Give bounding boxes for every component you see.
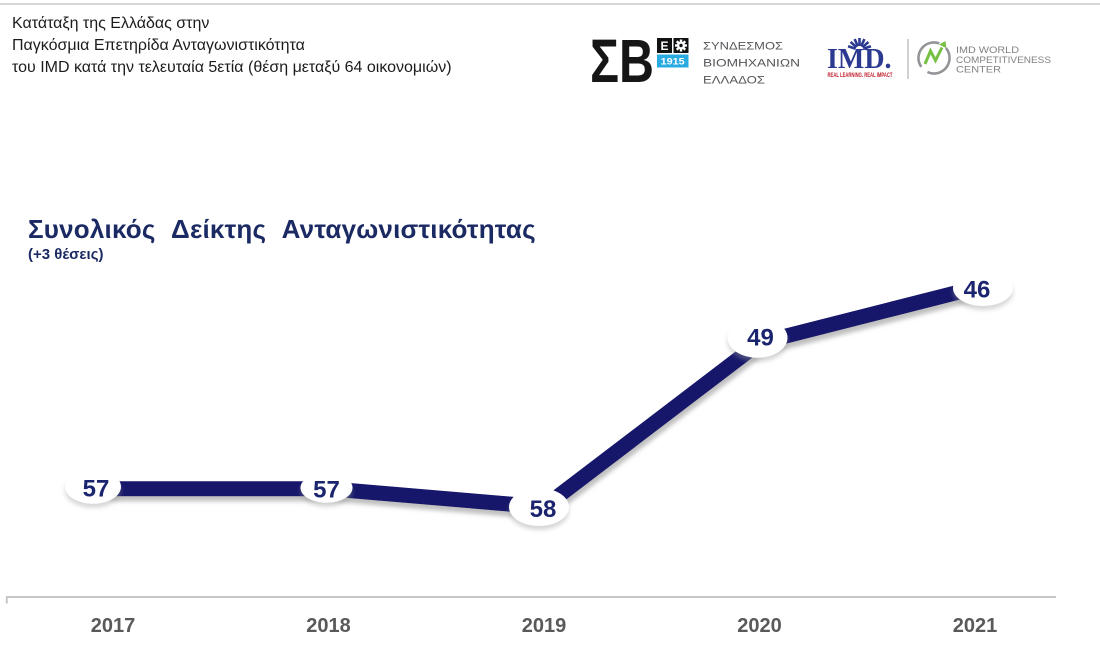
wcc-circle-arc xyxy=(917,41,940,68)
sbe-e-block xyxy=(657,38,672,53)
label-gap xyxy=(727,317,788,358)
label-gap xyxy=(509,488,569,526)
x-tick-label-2020: 2020 xyxy=(737,615,782,637)
x-tick-label-2017: 2017 xyxy=(91,615,136,637)
top-divider xyxy=(0,3,1100,5)
header-line-2: Παγκόσμια Επετηρίδα Ανταγωνιστικότητα xyxy=(12,37,305,54)
header-line-1: Κατάταξη της Ελλάδας στην xyxy=(12,15,210,32)
sbe-name-line-3: ΕΛΛΑΔΟΣ xyxy=(703,75,765,87)
value-labels: 57 57 58 49 46 xyxy=(83,277,991,524)
sbe-name-line-2: ΒΙΟΜΗΧΑΝΙΩΝ xyxy=(703,58,800,70)
sbe-name-line-1: ΣΥΝΔΕΣΜΟΣ xyxy=(703,41,783,53)
x-tick-label-2021: 2021 xyxy=(953,615,998,637)
value-label-2021: 46 xyxy=(964,277,991,304)
label-gap xyxy=(300,472,353,503)
wcc-name-line-2: COMPETITIVENESS xyxy=(956,55,1051,66)
x-tick-label-2019: 2019 xyxy=(522,615,567,637)
label-gap xyxy=(953,270,1013,306)
trend-arrow-icon xyxy=(923,41,947,65)
sbe-monogram: ΣΒ xyxy=(590,27,654,95)
x-tick-labels: 2017 2018 2019 2020 2021 xyxy=(91,615,998,637)
x-tick-label-2018: 2018 xyxy=(306,615,351,637)
competitiveness-trend-chart: 57 57 58 49 46 2017 2018 2019 2020 2021 xyxy=(5,270,1056,637)
fan-icon xyxy=(847,38,872,51)
header-line-3: του IMD κατά την τελευταία 5ετία (θέση μ… xyxy=(12,59,452,76)
label-gaps xyxy=(65,270,1013,526)
imd-tagline: REAL LEARNING. REAL IMPACT xyxy=(828,73,893,79)
trend-line xyxy=(105,280,983,515)
sbe-year-bar xyxy=(657,54,689,68)
sbe-logo: ΣΒ Ε 1915 ΣΥΝΔΕΣΜΟΣ ΒΙΟΜΗΧΑΝΙΩΝ ΕΛΛΑΔΟΣ xyxy=(590,27,800,95)
value-label-2020: 49 xyxy=(747,324,774,351)
value-label-2017: 57 xyxy=(83,475,110,502)
sbe-e-letter: Ε xyxy=(660,39,668,53)
imd-wordmark: IMD. xyxy=(827,44,892,75)
chart-title: Συνολικός Δείκτης Ανταγωνιστικότητας xyxy=(28,214,536,244)
value-label-2019: 58 xyxy=(530,496,557,523)
value-label-2018: 57 xyxy=(313,476,340,503)
gear-icon xyxy=(675,39,687,52)
wcc-name-line-3: CENTER xyxy=(956,65,1001,76)
chart-subtitle: (+3 θέσεις) xyxy=(28,246,104,263)
imd-logo: IMD. REAL LEARNING. REAL IMPACT xyxy=(827,38,893,79)
imd-wcc-logo: IMD WORLD COMPETITIVENESS CENTER xyxy=(917,41,1051,76)
wcc-name-line-1: IMD WORLD xyxy=(956,45,1019,56)
report-header: Κατάταξη της Ελλάδας στην Παγκόσμια Επετ… xyxy=(12,13,452,79)
sbe-year: 1915 xyxy=(661,56,685,66)
label-gap xyxy=(65,469,121,504)
wcc-circle-arc xyxy=(926,47,951,75)
